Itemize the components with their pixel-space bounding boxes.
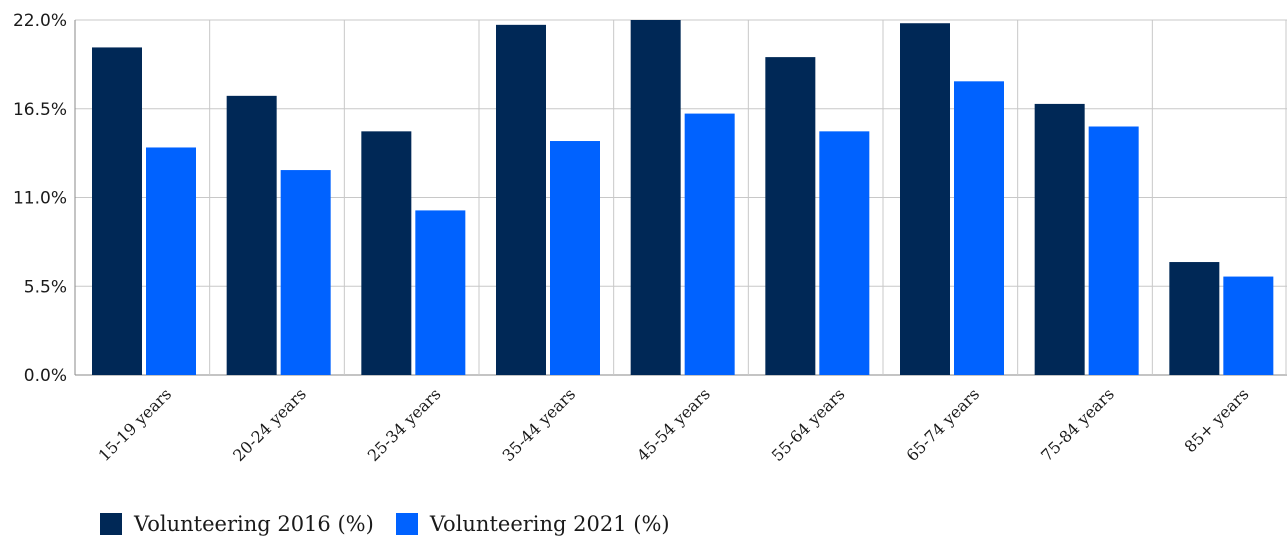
bar-2016 bbox=[765, 57, 816, 375]
bar-2016 bbox=[361, 131, 412, 375]
bar-2016 bbox=[496, 24, 546, 375]
bar-2021 bbox=[954, 81, 1004, 376]
x-tick-label: 55-64 years bbox=[768, 384, 849, 465]
y-axis-ticks: 0.0% 5.5% 11.0% 16.5% 22.0% bbox=[13, 11, 67, 386]
x-tick-label: 15-19 years bbox=[94, 384, 175, 465]
bar-2021 bbox=[550, 141, 600, 375]
legend-swatch-2016 bbox=[100, 513, 122, 535]
legend-label-2016: Volunteering 2016 (%) bbox=[134, 512, 374, 536]
chart-grid bbox=[74, 19, 1287, 376]
bar-2021 bbox=[146, 147, 196, 375]
y-tick-label: 16.5% bbox=[13, 100, 67, 120]
bar-2021 bbox=[684, 113, 735, 375]
x-tick-label: 75-84 years bbox=[1037, 384, 1118, 465]
bar-2016 bbox=[630, 20, 681, 375]
bar-2021 bbox=[415, 210, 466, 375]
y-tick-label: 11.0% bbox=[13, 189, 67, 209]
x-tick-label: 25-34 years bbox=[364, 384, 445, 465]
x-axis-ticks: 15-19 years 20-24 years 25-34 years 35-44 y… bbox=[94, 384, 1252, 465]
bar-chart: 0.0% 5.5% 11.0% 16.5% 22.0% 15-19 years 20-24… bbox=[13, 11, 1287, 465]
legend-label-2021: Volunteering 2021 (%) bbox=[429, 512, 670, 536]
x-tick-label: 85+ years bbox=[1181, 384, 1253, 456]
legend-swatch-2021 bbox=[395, 513, 418, 535]
y-tick-label: 5.5% bbox=[24, 277, 67, 297]
bar-2016 bbox=[92, 47, 142, 375]
y-tick-label: 0.0% bbox=[24, 366, 67, 386]
x-tick-label: 65-74 years bbox=[902, 384, 983, 465]
chart-legend: Volunteering 2016 (%) Volunteering 2021 … bbox=[100, 512, 670, 536]
x-tick-label: 20-24 years bbox=[229, 384, 310, 465]
bar-2016 bbox=[226, 95, 277, 375]
legend-item-2016: Volunteering 2016 (%) bbox=[100, 512, 374, 536]
x-tick-label: 45-54 years bbox=[633, 384, 714, 465]
bar-2016 bbox=[900, 23, 950, 376]
bar-2016 bbox=[1169, 262, 1220, 375]
bar-2021 bbox=[819, 131, 870, 375]
bar-2021 bbox=[1223, 276, 1274, 375]
bar-2021 bbox=[1088, 126, 1139, 375]
bar-2016 bbox=[1034, 103, 1085, 375]
chart-bars bbox=[92, 20, 1274, 376]
y-tick-label: 22.0% bbox=[13, 11, 67, 31]
legend-item-2021: Volunteering 2021 (%) bbox=[395, 512, 670, 536]
bar-2021 bbox=[280, 170, 331, 375]
x-tick-label: 35-44 years bbox=[498, 384, 579, 465]
